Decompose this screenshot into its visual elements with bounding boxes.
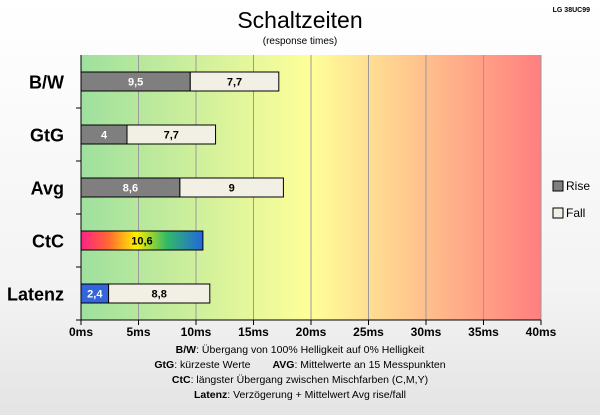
bar-fall [126,124,217,145]
data-label-fall: 7,7 [227,77,242,89]
x-tick-label: 30ms [411,325,442,339]
footnote-ctc: CtC: längster Übergang zwischen Mischfar… [171,374,429,386]
data-label-fall: 9 [229,183,235,195]
legend-label-rise: Rise [566,179,590,193]
legend-swatch-rise [552,180,564,192]
x-tick-label: 0ms [69,325,93,339]
legend-label-fall: Fall [566,206,585,220]
data-label-fall: 7,7 [164,130,179,142]
chart-subtitle: (response times) [262,36,338,47]
category-label: Avg [31,179,64,199]
x-tick-label: 25ms [353,325,384,339]
footnote-bw: B/W: Übergang von 100% Helligkeit auf 0%… [175,344,425,356]
data-label-rise: 8,6 [123,183,138,195]
x-tick-label: 5ms [126,325,150,339]
data-label-rise: 9,5 [128,77,143,89]
category-label: Latenz [7,285,64,305]
footnote-gtg-avg: GtG: kürzeste Werte AVG: Mittelwerte an 1… [154,359,446,371]
footnotes: B/W: Übergang von 100% Helligkeit auf 0%… [0,343,600,403]
bar-fall [189,71,280,92]
x-tick-label: 40ms [526,325,557,339]
footnote-latenz: Latenz: Verzögerung + Mittelwert Avg ris… [194,389,406,401]
data-label-rise: 2,4 [87,289,103,301]
data-label-ctc: 10,6 [131,236,152,248]
chart-title: Schaltzeiten [237,7,363,33]
x-tick-label: 35ms [468,325,499,339]
category-label: B/W [29,73,64,93]
data-label-rise: 4 [101,130,108,142]
x-tick-label: 10ms [181,325,212,339]
category-label: GtG [30,126,64,146]
x-tick-label: 20ms [296,325,327,339]
bar-fall [179,177,284,198]
monitor-model-label: LG 38UC99 [552,7,590,14]
category-label: CtC [32,232,64,252]
data-label-fall: 8,8 [152,289,167,301]
legend-swatch-fall [552,207,564,219]
bar-ctc [80,230,204,251]
bar-fall [108,283,211,304]
x-tick-label: 15ms [238,325,269,339]
